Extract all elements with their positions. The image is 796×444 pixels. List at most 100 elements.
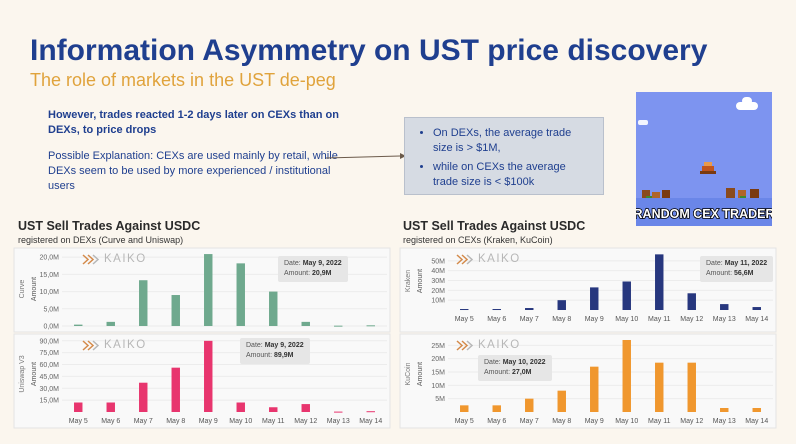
x-tick-label: May 8 [552,316,571,323]
tooltip-amount: 56,6M [734,269,754,277]
y-tick-label: 15M [431,370,445,377]
bar [622,340,631,412]
x-tick-label: May 12 [294,418,317,425]
y-tick-label: 20M [431,356,445,363]
y-tick-label: 10M [431,298,445,305]
cex-panel-subtitle: registered on CEXs (Kraken, KuCoin) [403,235,553,245]
x-tick-label: May 14 [745,316,768,323]
tooltip-amount-label: Amount: [706,269,733,277]
dex-panel-subtitle: registered on DEXs (Curve and Uniswap) [18,235,184,245]
callout-list: On DEXs, the average trade size is > $1M… [415,126,593,191]
x-tick-label: May 13 [327,418,350,425]
bar [171,367,180,412]
cex-panel-title: UST Sell Trades Against USDC [403,219,586,233]
y-axis-label: Amount [417,269,424,293]
series-name-label: KuCoin [405,362,412,385]
x-tick-label: May 11 [648,316,671,323]
x-tick-label: May 7 [520,316,539,323]
tooltip-date-label: Date: [246,342,263,349]
x-tick-label: May 8 [166,418,185,425]
callout-item-dex: On DEXs, the average trade size is > $1M… [433,126,593,157]
y-tick-label: 90,0M [40,338,60,345]
bar [204,254,213,326]
series-name-label: Uniswap V3 [19,355,26,392]
tooltip-amount-label: Amount: [484,368,511,376]
bar [139,280,148,326]
callout-item-cex: while on CEXs the average trade size is … [433,160,593,191]
kaiko-watermark: KAIKO [456,339,521,351]
kaiko-watermark: KAIKO [82,253,147,265]
tooltip-amount: 20,9M [312,269,332,277]
left-explanation: However, trades reacted 1-2 days later o… [48,108,348,193]
x-tick-label: May 14 [359,418,382,425]
slide-subtitle: The role of markets in the UST de-peg [30,70,336,90]
x-tick-label: May 12 [680,316,703,323]
x-tick-label: May 9 [585,316,604,323]
bar [171,295,180,326]
x-tick-label: May 10 [615,316,638,323]
kucoin-bar-chart: KuCoin Amount 5M 10M 15M 20M 25M May 5 May 6 May … [399,333,777,429]
kraken-tooltip: Date: May 11, 2022 Amount: 56,6M [700,256,774,282]
bar [622,281,631,310]
y-axis-label: Amount [417,362,424,386]
x-tick-label: May 5 [455,316,474,323]
series-name-label: Curve [19,280,26,299]
x-tick-label: May 6 [487,316,506,323]
bar [557,300,566,310]
tooltip-amount-label: Amount: [246,351,273,359]
uniswap-tooltip: Date: May 9, 2022 Amount: 89,9M [240,338,310,364]
bar [334,325,343,327]
chart-background [13,333,391,429]
bar [557,390,566,412]
kucoin-tooltip: Date: May 10, 2022 Amount: 27,0M [478,355,552,381]
x-tick-label: May 9 [585,418,604,425]
bar [752,408,761,412]
bar [720,304,729,310]
bar [269,291,278,326]
y-tick-label: 30,0M [40,386,60,393]
y-tick-label: 40M [431,268,445,275]
trade-size-callout: On DEXs, the average trade size is > $1M… [404,117,604,195]
bar [752,307,761,310]
tooltip-amount-label: Amount: [284,269,311,277]
tooltip-date: May 9, 2022 [264,342,304,349]
y-tick-label: 10M [431,383,445,390]
kaiko-logo-icon [82,339,100,351]
x-tick-label: May 7 [134,418,153,425]
bar [74,324,83,326]
tooltip-date: May 10, 2022 [502,359,546,366]
bar [236,402,245,412]
bar [366,325,375,327]
x-tick-label: May 9 [199,418,218,425]
dex-panel-title: UST Sell Trades Against USDC [18,219,201,233]
bar [269,407,278,412]
bar [590,287,599,310]
y-tick-label: 15,0M [40,272,60,279]
bar [525,398,534,412]
bar [492,309,501,311]
bar [492,405,501,412]
tooltip-date: May 9, 2022 [302,260,342,267]
kaiko-logo-icon [456,253,474,265]
bar [204,340,213,412]
x-tick-label: May 7 [520,418,539,425]
x-tick-label: May 5 [69,418,88,425]
x-tick-label: May 11 [648,418,671,425]
random-cex-trader-meme: RANDOM CEX TRADER [636,92,772,226]
bar [460,405,469,412]
bar [74,402,83,412]
y-tick-label: 60,0M [40,362,60,369]
y-tick-label: 30M [431,278,445,285]
bar [687,293,696,310]
y-axis-label: Amount [31,362,38,386]
x-tick-label: May 13 [713,316,736,323]
series-name-label: Kraken [405,270,412,292]
bar [236,263,245,326]
meme-caption: RANDOM CEX TRADER [636,207,772,221]
y-tick-label: 5,0M [43,306,59,313]
x-tick-label: May 8 [552,418,571,425]
y-tick-label: 0,0M [43,324,59,331]
x-tick-label: May 14 [745,418,768,425]
y-tick-label: 20,0M [40,255,60,262]
y-tick-label: 75,0M [40,350,60,357]
